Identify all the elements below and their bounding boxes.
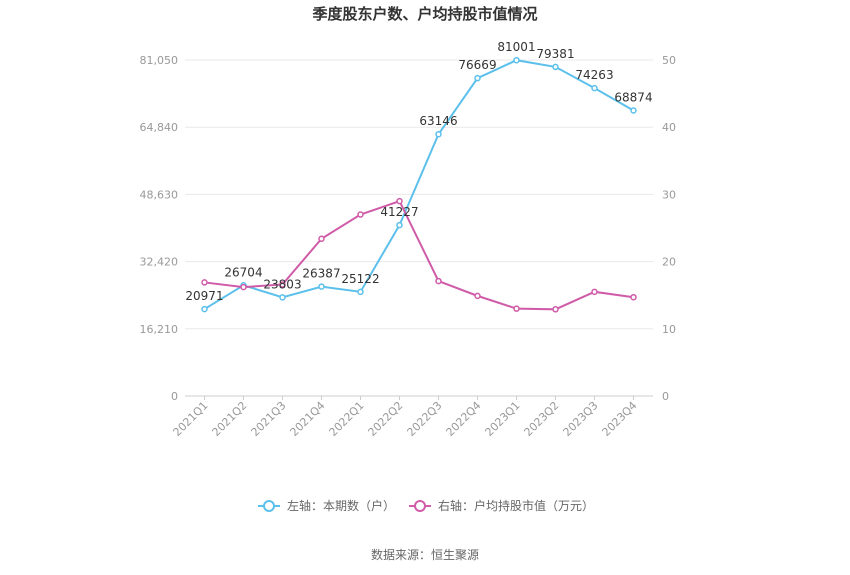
left-tick-label: 48,630 <box>140 188 179 201</box>
data-point <box>435 277 442 285</box>
data-point <box>279 281 286 288</box>
data-label: 74263 <box>575 68 613 82</box>
data-label: 76669 <box>458 58 496 72</box>
legend-item[interactable]: 左轴：本期数（户） <box>287 498 395 513</box>
data-point <box>318 235 325 243</box>
source-note: 数据来源：恒生聚源 <box>371 547 479 562</box>
data-point <box>396 221 403 229</box>
x-tick-label: 2021Q3 <box>249 399 289 439</box>
data-point <box>318 283 325 290</box>
data-label: 26387 <box>302 267 340 281</box>
right-tick-label: 50 <box>662 54 676 67</box>
series-line-1 <box>203 59 634 310</box>
data-label: 81001 <box>497 40 535 54</box>
right-tick-label: 40 <box>662 121 676 134</box>
data-point <box>630 107 637 114</box>
data-label: 68874 <box>614 90 652 104</box>
right-tick-label: 0 <box>662 390 669 403</box>
data-point <box>396 197 403 205</box>
series-layer <box>201 56 637 313</box>
data-label: 25122 <box>341 272 379 286</box>
left-tick-label: 32,420 <box>140 256 179 269</box>
right-tick-label: 10 <box>662 323 676 336</box>
data-point <box>630 293 637 301</box>
x-tick-label: 2023Q3 <box>561 399 601 439</box>
data-point <box>201 305 208 313</box>
data-point <box>279 294 286 301</box>
data-point <box>435 130 442 138</box>
data-label: 23803 <box>263 277 301 291</box>
data-label: 63146 <box>419 114 457 128</box>
data-point <box>513 305 520 312</box>
x-tick-label: 2023Q1 <box>483 399 523 439</box>
legend-marker <box>263 500 275 512</box>
legend[interactable]: 左轴：本期数（户） 右轴：户均持股市值（万元） <box>258 498 594 513</box>
left-tick-label: 0 <box>171 390 178 403</box>
x-tick-label: 2021Q4 <box>288 399 328 439</box>
series-line-2 <box>204 199 634 311</box>
data-point <box>357 288 364 296</box>
data-label: 79381 <box>536 47 574 61</box>
right-tick-label: 20 <box>662 256 676 269</box>
x-tick-label: 2022Q3 <box>405 399 445 439</box>
x-tick-label: 2022Q2 <box>366 399 406 439</box>
data-point <box>591 288 598 296</box>
x-tick-label: 2021Q1 <box>171 399 211 439</box>
data-point <box>591 84 598 92</box>
data-point <box>474 74 481 82</box>
x-tick-label: 2023Q4 <box>600 399 640 439</box>
grid <box>185 59 653 397</box>
data-label: 41227 <box>380 205 418 219</box>
data-point <box>357 211 364 218</box>
right-tick-label: 30 <box>662 188 676 201</box>
left-tick-label: 16,210 <box>140 323 179 336</box>
left-tick-label: 81,050 <box>140 54 179 67</box>
data-label: 26704 <box>224 265 262 279</box>
data-label: 20971 <box>185 289 223 303</box>
data-point <box>552 63 559 71</box>
x-tick-label: 2022Q1 <box>327 399 367 439</box>
legend-marker <box>414 500 426 512</box>
right-axis: 0 10 20 30 40 50 <box>662 54 676 403</box>
left-axis: 0 16,210 32,420 48,630 64,840 81,050 <box>140 54 179 403</box>
x-tick-label: 2023Q2 <box>522 399 562 439</box>
x-tick-label: 2022Q4 <box>444 399 484 439</box>
chart-title: 季度股东户数、户均持股市值情况 <box>312 5 537 23</box>
data-point <box>240 283 247 291</box>
data-point <box>474 292 481 300</box>
left-tick-label: 64,840 <box>140 121 179 134</box>
legend-item[interactable]: 右轴：户均持股市值（万元） <box>438 498 594 513</box>
data-point <box>201 279 208 286</box>
data-point <box>552 306 559 313</box>
x-axis: 2021Q12021Q22021Q32021Q42022Q12022Q22022… <box>171 396 640 439</box>
x-tick-label: 2021Q2 <box>210 399 250 439</box>
data-point <box>513 56 520 64</box>
